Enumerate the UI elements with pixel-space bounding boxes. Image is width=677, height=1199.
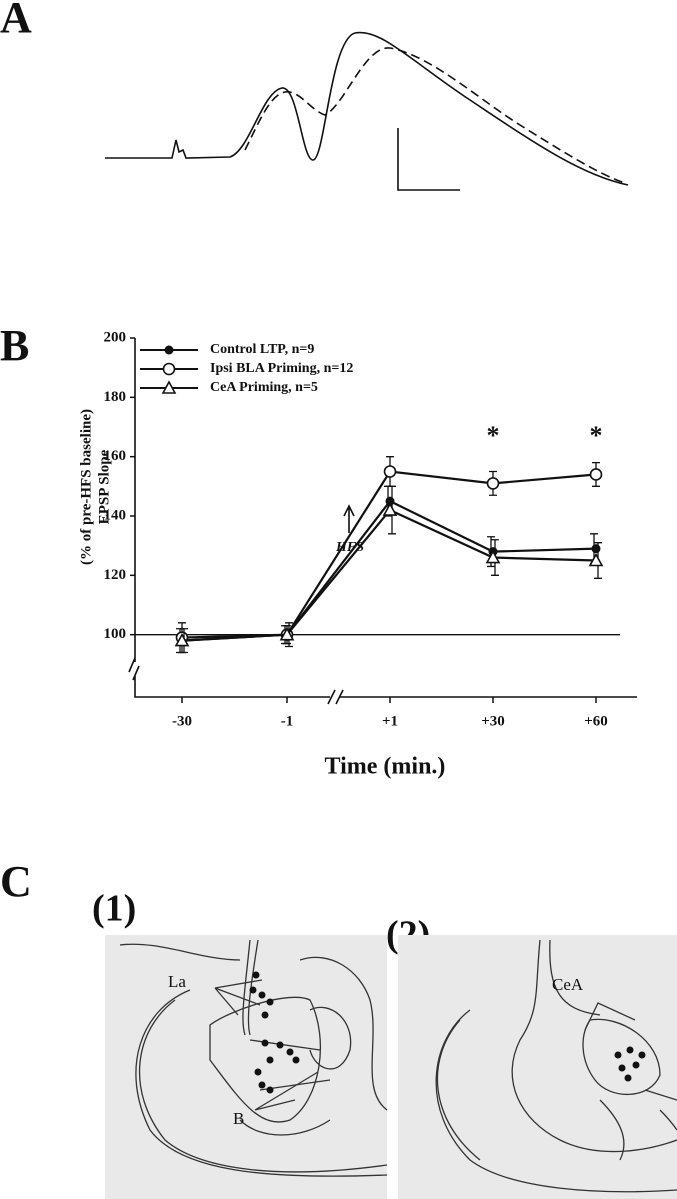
y-axis-label: (% of pre-HFS baseline) [78,409,94,565]
marker [485,549,501,564]
y-tick-label: 180 [104,389,127,405]
significance: * [590,421,603,450]
marker [591,544,601,554]
y-tick-label: 120 [104,567,127,583]
chart: EPSP Slope (% of pre-HFS baseline) Time … [78,338,637,780]
marker [383,465,397,478]
panel-label: A [0,0,32,42]
x-tick-label: -1 [281,713,294,729]
trace-dashed [244,47,626,184]
sub-label: (1) [92,888,136,930]
scale-bar [397,128,460,191]
series-line [181,508,597,642]
axis [128,338,637,705]
y-tick-label: 140 [104,507,127,523]
marker [174,632,190,647]
hfs-arrow [343,504,355,533]
legend-marker [161,380,177,394]
legend-label: CeA Priming, n=5 [210,380,318,395]
section-1 [105,935,388,1199]
legend-label: Ipsi BLA Priming, n=12 [210,361,353,376]
x-tick-label: -30 [172,713,192,729]
region-label: B [233,1109,244,1128]
y-tick-label: 100 [104,626,127,642]
significance: * [487,421,500,450]
x-tick-label: +30 [481,713,505,729]
series-line [181,470,597,639]
marker [382,502,398,516]
y-tick-label: 160 [104,448,127,464]
trace [105,31,629,186]
marker [486,477,500,490]
marker [589,468,603,481]
x-tick-label: +60 [584,713,608,729]
annotation: HFS [335,540,364,555]
marker [588,552,604,567]
region-label: La [168,972,186,991]
legend-marker [162,362,176,376]
legend-marker [164,345,174,355]
section-2 [398,935,677,1199]
y-axis-label: EPSP Slope [96,449,112,524]
series-line [181,499,597,642]
x-axis-label: Time (min.) [325,754,446,780]
panel-label: C [0,857,32,906]
y-tick-label: 200 [104,329,127,345]
marker [279,626,295,641]
panel-label: B [0,321,29,370]
region-label: CeA [552,975,584,994]
legend-label: Control LTP, n=9 [210,342,314,357]
x-tick-label: +1 [382,713,398,729]
